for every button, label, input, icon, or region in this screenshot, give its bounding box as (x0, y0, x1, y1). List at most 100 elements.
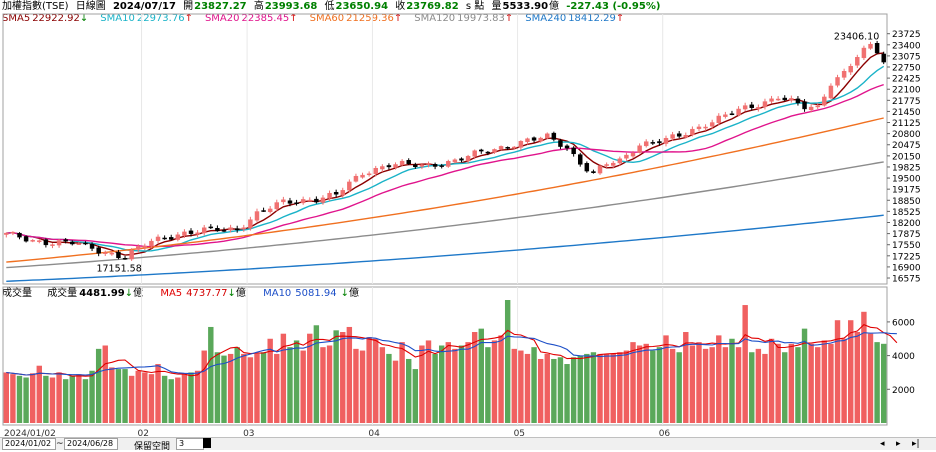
ma-legend-item-sma5[interactable]: SMA5 22922.92↓ (2, 13, 88, 24)
candle-body (129, 250, 134, 260)
volume-bar (254, 353, 260, 423)
volume-bar (412, 369, 419, 423)
price-y-tick-label: 16575 (892, 275, 921, 285)
zoom-icon[interactable]: ▸ (896, 439, 901, 449)
candle-body (650, 142, 656, 144)
volume-bar (287, 347, 293, 423)
volume-bar (749, 352, 755, 423)
ma-legend-item-sma10[interactable]: SMA10 22973.76↑ (100, 13, 193, 24)
open-label: 開 (183, 1, 194, 12)
candle-body (868, 43, 873, 49)
period-label[interactable]: 日線圖 (75, 1, 106, 12)
candle-body (261, 210, 266, 212)
volume-bar (168, 379, 174, 423)
vol-ma5-label: MA5 (160, 288, 183, 299)
scroll-left-icon[interactable]: ◂ (880, 439, 885, 449)
volume-bar (702, 348, 709, 423)
candle-body (723, 114, 728, 117)
candle-body (419, 164, 425, 167)
candle-body (413, 164, 418, 168)
low-label: 低 (324, 1, 335, 12)
candle-body (558, 140, 563, 147)
candle-body (571, 147, 576, 155)
candle-body (630, 153, 636, 157)
index-name[interactable]: 加權指數(TSE) (2, 1, 69, 12)
scroll-thumb[interactable] (203, 438, 211, 448)
volume-bar (432, 353, 438, 423)
volume-bar (69, 375, 75, 423)
volume-bar (880, 343, 887, 423)
volume-bar (3, 372, 10, 423)
keep-space-field[interactable]: 3 (176, 438, 204, 450)
price-y-tick-label: 22100 (892, 86, 921, 96)
price-y-tick-label: 20800 (892, 130, 921, 140)
vol-ma5-arrow: ↓ (227, 288, 236, 299)
close-value: 23769.82 (406, 1, 459, 12)
ma-legend-value: 21259.36 (346, 13, 394, 24)
candle-body (122, 258, 128, 260)
volume-bar (300, 350, 306, 423)
volume-bar (597, 353, 603, 423)
price-y-tick-label: 17550 (892, 241, 921, 251)
candle-body (472, 150, 477, 157)
volume-bar (531, 347, 537, 423)
ma-legend-arrow: ↑ (393, 13, 403, 24)
candle-body (782, 97, 787, 101)
high-label: 高 (253, 1, 264, 12)
candle-body (274, 202, 280, 210)
candle-body (446, 161, 451, 167)
candle-body (657, 141, 662, 144)
chart-canvas[interactable]: 16575 16900172251755017875182001852518850… (0, 0, 936, 437)
candle-body (815, 105, 820, 108)
ma-legend-label: SMA20 (204, 13, 240, 24)
candle-body (314, 198, 319, 203)
ma-legend-arrow: ↑ (289, 13, 298, 24)
volume-bar (491, 340, 498, 423)
volume-bar (689, 345, 696, 423)
candle-body (23, 236, 29, 242)
volume-pane-title: 成交量 (2, 288, 32, 299)
volume-bar (208, 326, 214, 423)
volume-bar (722, 347, 729, 423)
volume-bar (148, 374, 155, 423)
volume-bar (841, 338, 847, 423)
vol-ma10-label: MA10 (263, 288, 292, 299)
ma-legend-arrow: ↑ (184, 13, 193, 24)
candle-body (241, 227, 247, 230)
volume-bar (867, 333, 874, 423)
price-y-tick-label: 23400 (892, 41, 921, 51)
ma-legend-value: 18412.29 (568, 13, 616, 24)
vol-ma10-arrow: ↓ (340, 288, 350, 299)
candle-body (63, 239, 68, 242)
candle-body (215, 228, 220, 232)
candle-body (37, 240, 42, 242)
volume-bar (399, 342, 405, 423)
volume-bar (663, 335, 669, 423)
ma-legend-item-sma120[interactable]: SMA120 19973.83↑ (414, 13, 513, 24)
candle-body (248, 219, 253, 229)
ma-legend-arrow: ↑ (504, 13, 514, 24)
quote-header: 加權指數(TSE) 日線圖 2024/07/17 開23827.27 高2399… (2, 1, 664, 13)
volume-bar (373, 338, 379, 423)
volume-bar (577, 355, 583, 423)
volume-bar (43, 375, 49, 423)
volume-bar (346, 326, 353, 423)
range-start-field[interactable]: 2024/01/02 (2, 438, 56, 450)
volume-bar (386, 353, 392, 423)
candle-body (610, 162, 616, 166)
vol-ma10-unit: 億 (349, 288, 360, 299)
volume-bar (214, 352, 221, 423)
ma-legend-item-sma240[interactable]: SMA240 18412.29↑ (525, 13, 624, 24)
price-y-tick-label: 22750 (892, 64, 921, 74)
candle-body (696, 126, 702, 130)
volume-bar (419, 345, 425, 423)
scroll-end-icon[interactable]: ▸| (912, 439, 920, 449)
ma-legend-item-sma20[interactable]: SMA20 22385.45↑ (205, 13, 298, 24)
ma-legend-item-sma60[interactable]: SMA60 21259.36↑ (310, 13, 403, 24)
volume-bar (128, 375, 135, 423)
volume-bar (590, 352, 597, 423)
candle-body (439, 165, 444, 167)
range-end-field[interactable]: 2024/06/28 (64, 438, 118, 450)
volume-bar (623, 350, 630, 423)
price-y-tick-label: 16900 (892, 263, 921, 273)
